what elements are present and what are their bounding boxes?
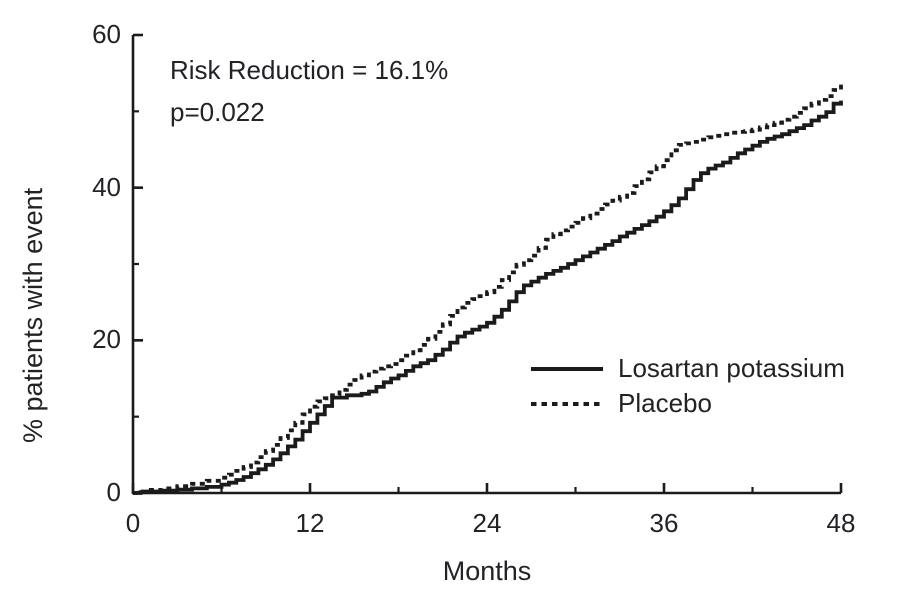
losartan-curve xyxy=(133,100,843,495)
legend-item-placebo: Placebo xyxy=(531,386,845,421)
x-tick-label: 36 xyxy=(649,508,679,538)
solid-line-swatch-icon xyxy=(531,366,603,371)
y-axis-title: % patients with event xyxy=(18,187,48,443)
y-tick-label: 20 xyxy=(92,324,121,355)
legend: Losartan potassium Placebo xyxy=(531,351,845,421)
y-tick-label: 0 xyxy=(106,477,121,507)
x-tick-label: 0 xyxy=(125,508,141,538)
legend-label-placebo: Placebo xyxy=(618,388,712,418)
y-tick-label: 40 xyxy=(92,171,121,202)
x-tick-label: 12 xyxy=(295,508,325,538)
risk-reduction-annotation: Risk Reduction = 16.1% xyxy=(170,55,449,85)
x-tick-label: 48 xyxy=(826,508,856,538)
p-value-annotation: p=0.022 xyxy=(170,97,265,127)
y-tick-label: 60 xyxy=(92,19,121,49)
dashed-line-swatch-icon xyxy=(531,401,603,406)
legend-label-losartan: Losartan potassium xyxy=(618,353,845,383)
x-axis-title: Months xyxy=(442,556,532,586)
x-tick-label: 24 xyxy=(472,508,502,538)
legend-item-losartan: Losartan potassium xyxy=(531,351,845,386)
placebo-curve xyxy=(133,84,843,495)
